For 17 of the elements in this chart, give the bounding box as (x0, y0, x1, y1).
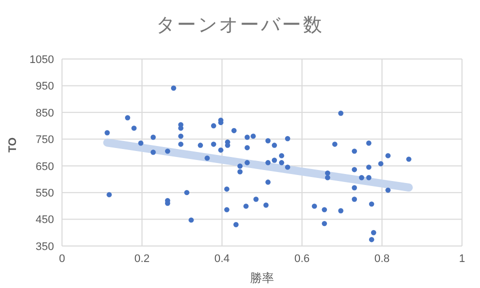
x-tick-label: 0 (58, 252, 66, 265)
x-tick-label: 1 (458, 252, 466, 265)
x-tick-label: 0.4 (214, 252, 230, 265)
x-tick-label: 0.2 (134, 252, 150, 265)
x-tick-label: 0.6 (294, 252, 310, 265)
y-tick-label: 350 (36, 240, 54, 253)
y-tick-label: 950 (36, 80, 54, 93)
x-axis-title: 勝率 (250, 271, 274, 285)
y-tick-label: 1050 (30, 54, 54, 66)
y-tick-label: 850 (36, 107, 54, 120)
y-tick-label: 650 (36, 160, 54, 173)
y-tick-label: 550 (36, 187, 54, 200)
chart-title: ターンオーバー数 (155, 14, 325, 38)
y-tick-label: 450 (36, 214, 54, 226)
y-axis-title: TO (6, 136, 19, 152)
x-tick-label: 0.8 (374, 252, 390, 265)
y-tick-label: 750 (36, 134, 54, 146)
